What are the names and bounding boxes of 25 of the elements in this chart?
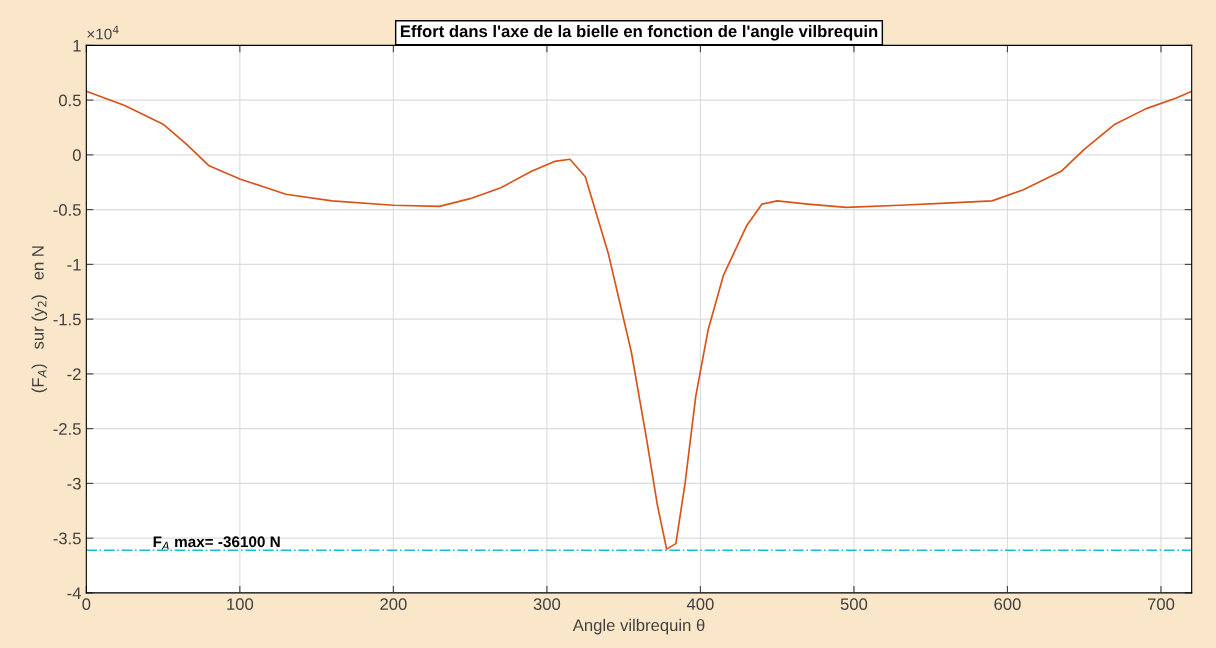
y-tick-label: -2.5 (53, 423, 81, 435)
x-tick-label: 500 (840, 598, 868, 611)
x-tick-label: 400 (686, 598, 714, 611)
y-tick-label: 1 (73, 39, 81, 52)
x-tick-label: 100 (227, 598, 254, 611)
line-series (86, 90, 1192, 550)
text: ×10$^{4}$ (87, 25, 119, 40)
y-tick-label: -2 (67, 368, 81, 380)
y-tick-label: -1 (67, 258, 81, 271)
x-tick-label: 200 (380, 598, 407, 611)
x-axis-title: Angle vilbrequin θ (572, 618, 705, 635)
x-tick-label: 600 (994, 598, 1021, 611)
annotation: F$_{A}$ max= -36100 N (153, 536, 280, 550)
x-tick-label: 700 (1147, 598, 1175, 611)
y-tick-label: 0.5 (58, 94, 81, 107)
y-tick-label: -3.5 (53, 532, 81, 545)
y-axis-title: (F$_{A}$) sur (y$_{2}$) en N (31, 246, 48, 393)
y-tick-label: -1.5 (53, 313, 81, 326)
y-tick-label: -4 (67, 587, 81, 599)
x-tick-label: 0 (82, 598, 91, 611)
y-tick-label: 0 (72, 149, 81, 162)
chart-title: Effort dans l'axe de la bielle en fonction de l'angle vilbrequin (400, 24, 878, 41)
y-tick-label: -3 (67, 477, 81, 490)
y-tick-label: -0.5 (53, 204, 81, 216)
x-tick-label: 300 (533, 598, 561, 611)
